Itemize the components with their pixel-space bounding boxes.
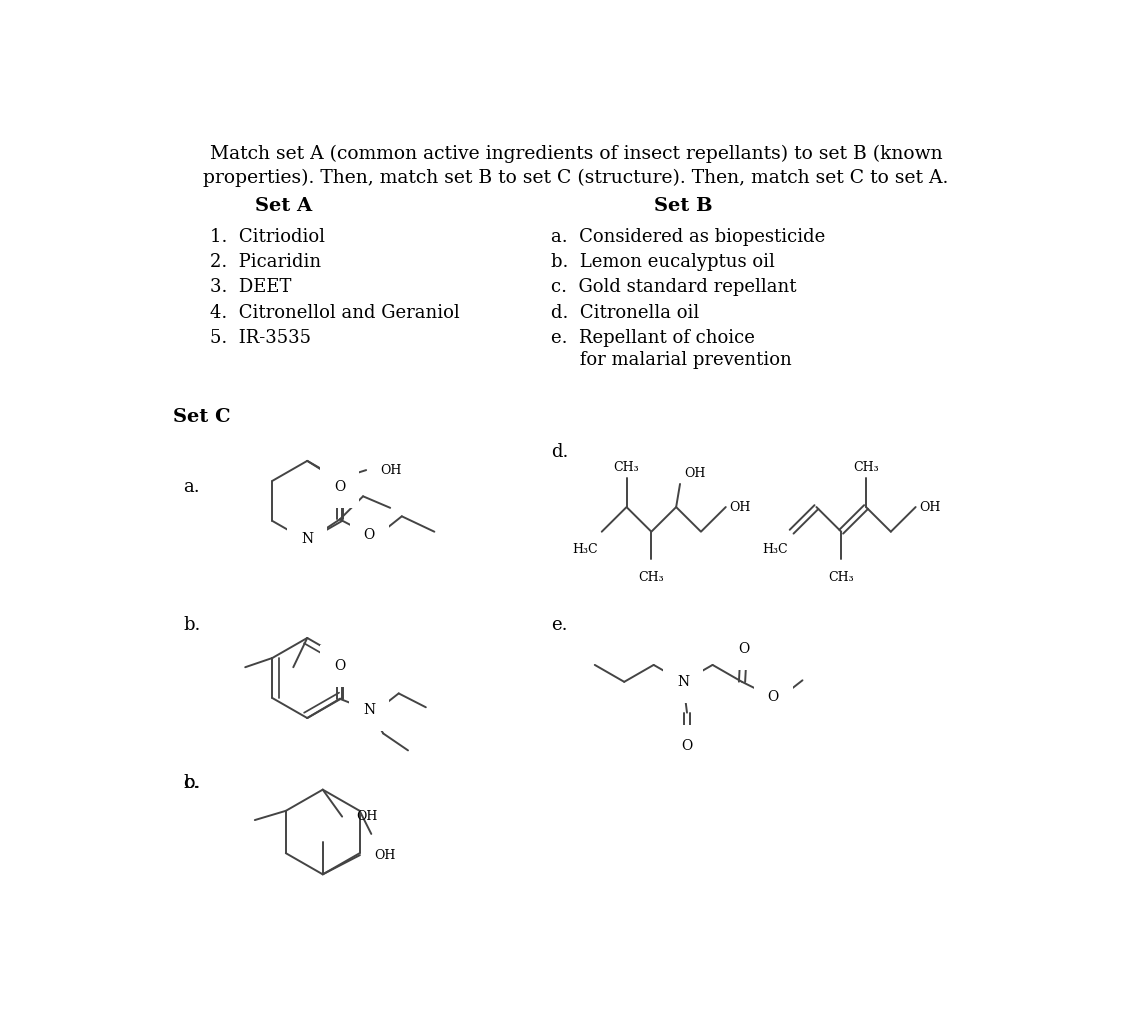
Text: d.  Citronella oil: d. Citronella oil (551, 304, 700, 321)
Text: Set C: Set C (173, 409, 231, 426)
Text: d.: d. (551, 443, 569, 461)
Text: 1.  Citriodiol: 1. Citriodiol (210, 228, 325, 245)
Text: 3.  DEET: 3. DEET (210, 278, 291, 297)
Text: O: O (767, 690, 778, 705)
Text: e.  Repellant of choice: e. Repellant of choice (551, 330, 755, 347)
Text: b.: b. (183, 616, 200, 634)
Text: c.  Gold standard repellant: c. Gold standard repellant (551, 278, 796, 297)
Text: a.: a. (183, 478, 200, 495)
Text: Match set A (common active ingredients of insect repellants) to set B (known: Match set A (common active ingredients o… (210, 145, 943, 164)
Text: N: N (363, 703, 376, 717)
Text: OH: OH (374, 849, 395, 862)
Text: OH: OH (380, 464, 402, 477)
Text: OH: OH (357, 811, 378, 823)
Text: b.: b. (183, 775, 200, 792)
Text: O: O (682, 739, 693, 753)
Text: 4.  Citronellol and Geraniol: 4. Citronellol and Geraniol (210, 304, 460, 321)
Text: Set A: Set A (255, 197, 313, 214)
Text: 5.  IR-3535: 5. IR-3535 (210, 330, 312, 347)
Text: b.  Lemon eucalyptus oil: b. Lemon eucalyptus oil (551, 253, 775, 271)
Text: N: N (677, 675, 690, 689)
Text: O: O (738, 642, 749, 656)
Text: O: O (363, 527, 375, 542)
Text: CH₃: CH₃ (828, 571, 854, 584)
Text: 2.  Picaridin: 2. Picaridin (210, 253, 322, 271)
Text: c.: c. (183, 775, 199, 792)
Text: H₃C: H₃C (573, 543, 597, 556)
Text: CH₃: CH₃ (614, 461, 639, 474)
Text: OH: OH (684, 468, 705, 480)
Text: O: O (334, 658, 345, 673)
Text: a.  Considered as biopesticide: a. Considered as biopesticide (551, 228, 826, 245)
Text: CH₃: CH₃ (639, 571, 664, 584)
Text: O: O (334, 480, 345, 494)
Text: CH₃: CH₃ (853, 461, 879, 474)
Text: H₃C: H₃C (762, 543, 787, 556)
Text: OH: OH (919, 501, 940, 514)
Text: e.: e. (551, 616, 568, 634)
Text: for malarial prevention: for malarial prevention (551, 351, 792, 369)
Text: N: N (302, 533, 313, 546)
Text: Set B: Set B (654, 197, 712, 214)
Text: properties). Then, match set B to set C (structure). Then, match set C to set A.: properties). Then, match set B to set C … (204, 168, 948, 186)
Text: OH: OH (730, 501, 752, 514)
